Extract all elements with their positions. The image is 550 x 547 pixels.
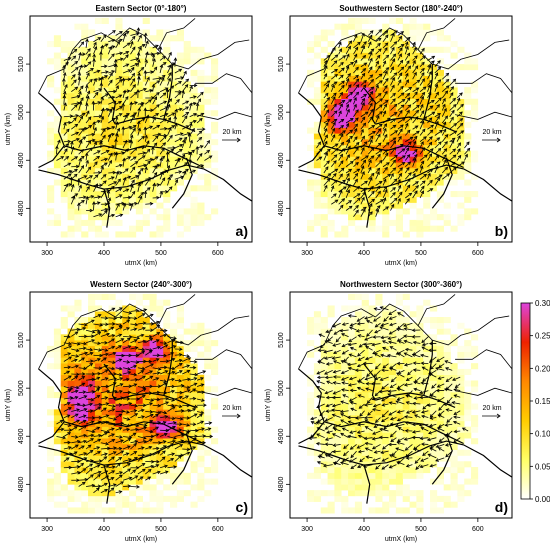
colorbar: 0.30 0.25 0.20 0.15 0.10 0.05 0.00	[520, 299, 550, 504]
panel-letter: b)	[495, 223, 508, 239]
y-tick-label: 5100	[278, 332, 285, 348]
map-area	[38, 293, 252, 514]
y-tick-label: 4800	[278, 200, 285, 216]
y-tick-label: 4900	[18, 152, 25, 168]
wind-arrows	[55, 27, 213, 218]
panel-letter: d)	[495, 499, 508, 515]
x-tick-label: 600	[472, 250, 484, 257]
colorbar-tick-label: 0.30	[535, 299, 550, 308]
x-axis-label: utmX (km)	[125, 536, 157, 543]
scale-label: 20 km	[482, 405, 501, 412]
x-tick-label: 600	[212, 526, 224, 533]
colorbar-tick-label: 0.10	[535, 430, 550, 439]
x-tick-label: 300	[41, 526, 53, 533]
x-tick-label: 500	[415, 526, 427, 533]
x-tick-label: 400	[98, 526, 110, 533]
y-tick-label: 5000	[278, 104, 285, 120]
panel-title: Eastern Sector (0°-180°)	[96, 4, 187, 13]
map-area	[298, 293, 512, 514]
x-axis-label: utmX (km)	[125, 260, 157, 267]
y-tick-label: 4800	[278, 476, 285, 492]
y-axis-label: utmY (km)	[265, 113, 272, 145]
scale-label: 20 km	[222, 129, 241, 136]
map-panel-4: Northwestern Sector (300°-360°) 300 400 500…	[265, 280, 513, 543]
map-area	[38, 17, 252, 238]
panel-title: Southwestern Sector (180°-240°)	[339, 4, 463, 13]
y-tick-label: 5100	[18, 332, 25, 348]
y-axis-label: utmY (km)	[5, 389, 12, 421]
scale-arrow-head	[496, 413, 501, 419]
y-axis-label: utmY (km)	[265, 389, 272, 421]
y-tick-label: 4900	[278, 152, 285, 168]
scale-arrow-head	[236, 137, 241, 143]
x-tick-label: 500	[415, 250, 427, 257]
scale-label: 20 km	[222, 405, 241, 412]
panel-frame	[29, 291, 253, 519]
y-tick-label: 4900	[278, 428, 285, 444]
x-axis-label: utmX (km)	[385, 536, 417, 543]
y-tick-label: 5000	[18, 104, 25, 120]
colorbar-tick-label: 0.05	[535, 462, 550, 471]
y-tick-label: 4800	[18, 476, 25, 492]
x-tick-label: 400	[358, 526, 370, 533]
x-tick-label: 300	[301, 250, 313, 257]
y-tick-label: 5100	[18, 56, 25, 72]
x-tick-label: 400	[358, 250, 370, 257]
x-tick-label: 400	[98, 250, 110, 257]
scale-arrow-head	[236, 413, 241, 419]
colorbar-scale	[520, 302, 531, 500]
map-panel-2: Southwestern Sector (180°-240°) 300 400 500…	[265, 4, 513, 267]
panel-title: Western Sector (240°-300°)	[90, 280, 192, 289]
y-axis-label: utmY (km)	[5, 113, 12, 145]
panel-frame	[289, 291, 513, 519]
x-tick-label: 500	[155, 250, 167, 257]
y-tick-label: 4800	[18, 200, 25, 216]
map-area	[298, 17, 512, 238]
y-tick-label: 5000	[278, 380, 285, 396]
x-axis-label: utmX (km)	[385, 260, 417, 267]
colorbar-tick-label: 0.15	[535, 397, 550, 406]
panel-frame	[29, 15, 253, 243]
x-tick-label: 300	[301, 526, 313, 533]
panel-frame	[289, 15, 513, 243]
x-tick-label: 600	[472, 526, 484, 533]
x-tick-label: 500	[155, 526, 167, 533]
x-tick-label: 300	[41, 250, 53, 257]
wind-arrows	[308, 306, 469, 471]
y-tick-label: 4900	[18, 428, 25, 444]
panel-title: Northwestern Sector (300°-360°)	[340, 280, 462, 289]
panel-letter: a)	[236, 223, 248, 239]
wind-arrows	[316, 29, 471, 218]
colorbar-tick-label: 0.00	[535, 495, 550, 504]
scale-label: 20 km	[482, 129, 501, 136]
heat-cells	[47, 17, 219, 238]
scale-arrow-head	[496, 137, 501, 143]
panel-letter: c)	[236, 499, 248, 515]
y-tick-label: 5000	[18, 380, 25, 396]
map-panel-3: Western Sector (240°-300°) 300 400 500 600 48…	[5, 280, 253, 543]
colorbar-tick-label: 0.20	[535, 364, 550, 373]
heat-cells	[307, 17, 479, 238]
x-tick-label: 600	[212, 250, 224, 257]
wind-arrows	[56, 307, 214, 494]
map-panel-1: Eastern Sector (0°-180°) 300 400 500 600 4800…	[5, 4, 253, 267]
y-tick-label: 5100	[278, 56, 285, 72]
colorbar-tick-label: 0.25	[535, 332, 550, 341]
